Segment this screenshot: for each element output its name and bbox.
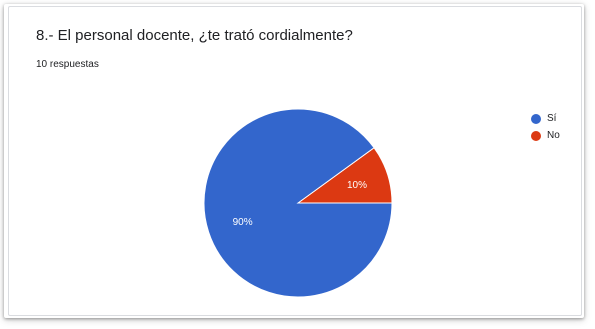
- legend-swatch: [531, 130, 541, 141]
- legend-swatch: [531, 113, 541, 124]
- legend-item-no: No: [531, 127, 560, 144]
- pie-slice-si: [203, 108, 393, 298]
- question-card: 8.- El personal docente, ¿te trató cordi…: [8, 6, 582, 316]
- pie-chart: 10% 90%: [203, 108, 393, 298]
- legend-label: No: [547, 130, 560, 141]
- slice-label-no: 10%: [347, 180, 367, 191]
- legend-label: Sí: [547, 113, 557, 124]
- question-title: 8.- El personal docente, ¿te trató cordi…: [36, 27, 353, 44]
- legend-item-si: Sí: [531, 110, 560, 127]
- slice-label-si: 90%: [233, 217, 253, 228]
- response-count: 10 respuestas: [36, 59, 99, 70]
- chart-legend: Sí No: [531, 110, 560, 144]
